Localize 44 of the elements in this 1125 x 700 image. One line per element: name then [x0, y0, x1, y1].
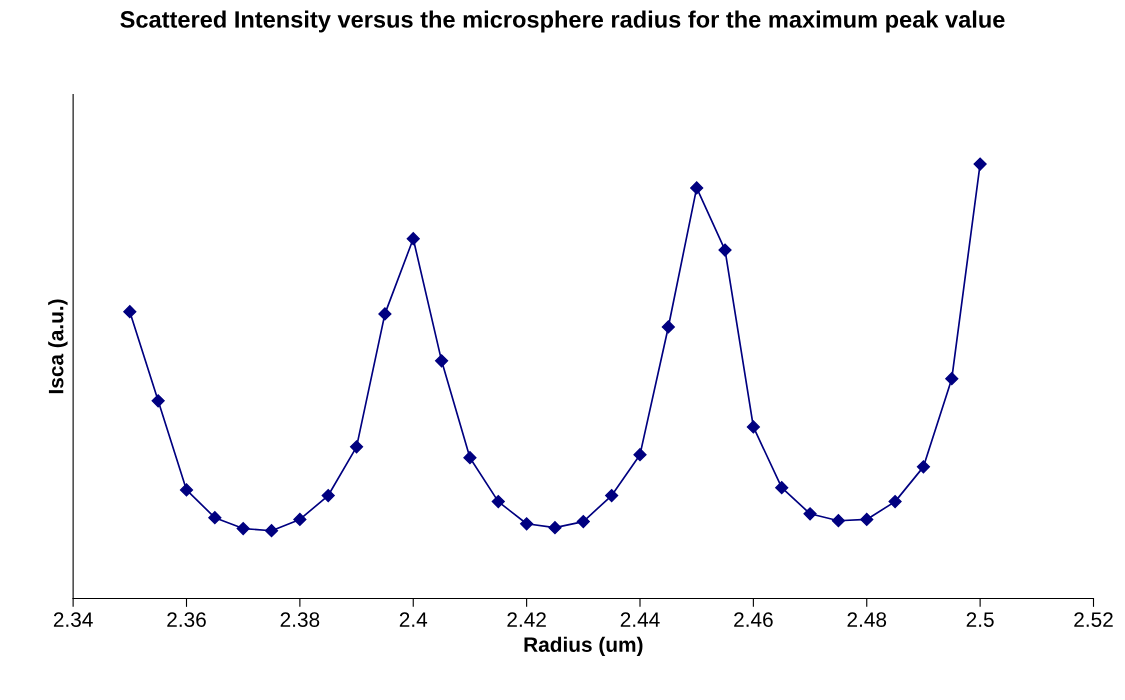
x-tick-label: 2.44 — [620, 612, 660, 627]
point — [236, 521, 250, 536]
point — [208, 511, 222, 525]
point — [435, 354, 449, 368]
point — [520, 517, 534, 531]
chart-title: Scattered Intensity versus the microsphere radius for the maximum peak value — [120, 10, 1005, 33]
point — [321, 488, 335, 503]
point — [576, 515, 590, 529]
point — [378, 307, 392, 321]
point — [605, 488, 619, 503]
x-tick-label: 2.4 — [399, 612, 428, 627]
point — [406, 232, 420, 246]
x-tick-label: 2.34 — [53, 612, 93, 627]
x-tick-label: 2.48 — [847, 612, 887, 627]
x-tick-label: 2.38 — [280, 612, 320, 627]
point — [463, 451, 477, 465]
point — [293, 512, 307, 527]
point — [973, 157, 987, 171]
point — [690, 181, 704, 195]
point — [179, 483, 194, 497]
point — [945, 372, 959, 386]
point — [718, 243, 732, 257]
point — [633, 448, 647, 462]
x-tick-label: 2.36 — [167, 612, 206, 627]
x-tick-label: 2.42 — [507, 612, 546, 627]
point — [746, 420, 760, 434]
x-axis-title: Radius (um) — [524, 636, 643, 657]
x-tick-label: 2.5 — [966, 612, 994, 627]
x-tick-label: 2.52 — [1074, 612, 1113, 627]
point — [775, 481, 789, 495]
point — [123, 305, 137, 319]
point — [349, 440, 364, 454]
point — [860, 512, 874, 527]
point — [916, 460, 931, 474]
point — [888, 495, 902, 509]
point — [491, 495, 505, 509]
point — [831, 514, 845, 528]
point — [548, 521, 562, 535]
y-axis-title: Isca (a.u.) — [48, 299, 68, 394]
point — [151, 394, 165, 408]
point — [803, 507, 817, 521]
point — [661, 320, 675, 334]
x-tick-label: 2.46 — [734, 612, 773, 627]
point — [264, 524, 279, 538]
